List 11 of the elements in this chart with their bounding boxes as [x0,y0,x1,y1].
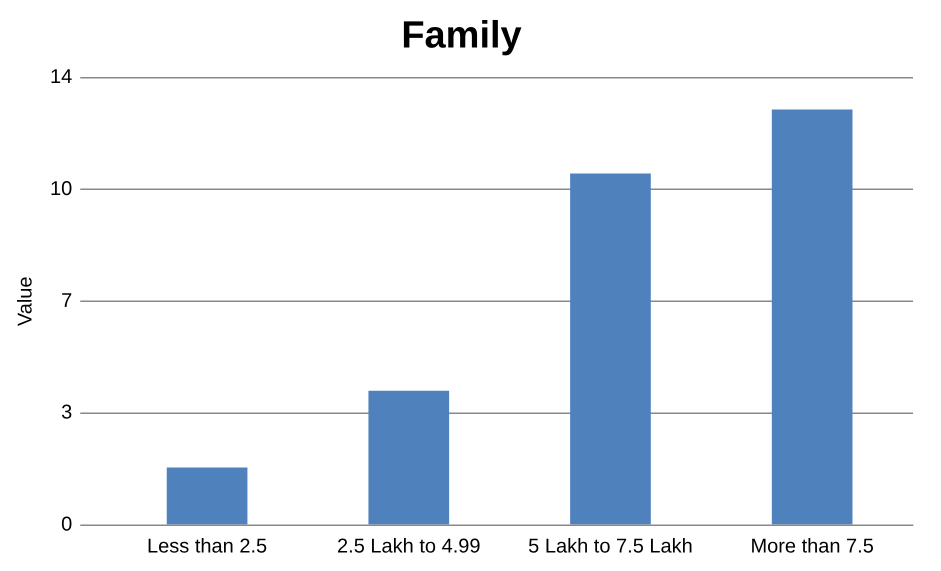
x-tick-label: 5 Lakh to 7.5 Lakh [528,536,693,558]
y-axis-title: Value [14,276,37,326]
x-tick-label: Less than 2.5 [147,536,268,558]
y-tick-label: 0 [61,514,72,536]
x-tick-label: 2.5 Lakh to 4.99 [337,536,481,558]
x-tick-label: More than 7.5 [750,536,874,558]
chart-title: Family [401,14,522,56]
y-tick-label: 14 [50,66,72,88]
y-tick-label: 7 [61,290,72,312]
y-tick-label: 10 [50,178,72,200]
y-tick-label: 3 [61,402,72,424]
